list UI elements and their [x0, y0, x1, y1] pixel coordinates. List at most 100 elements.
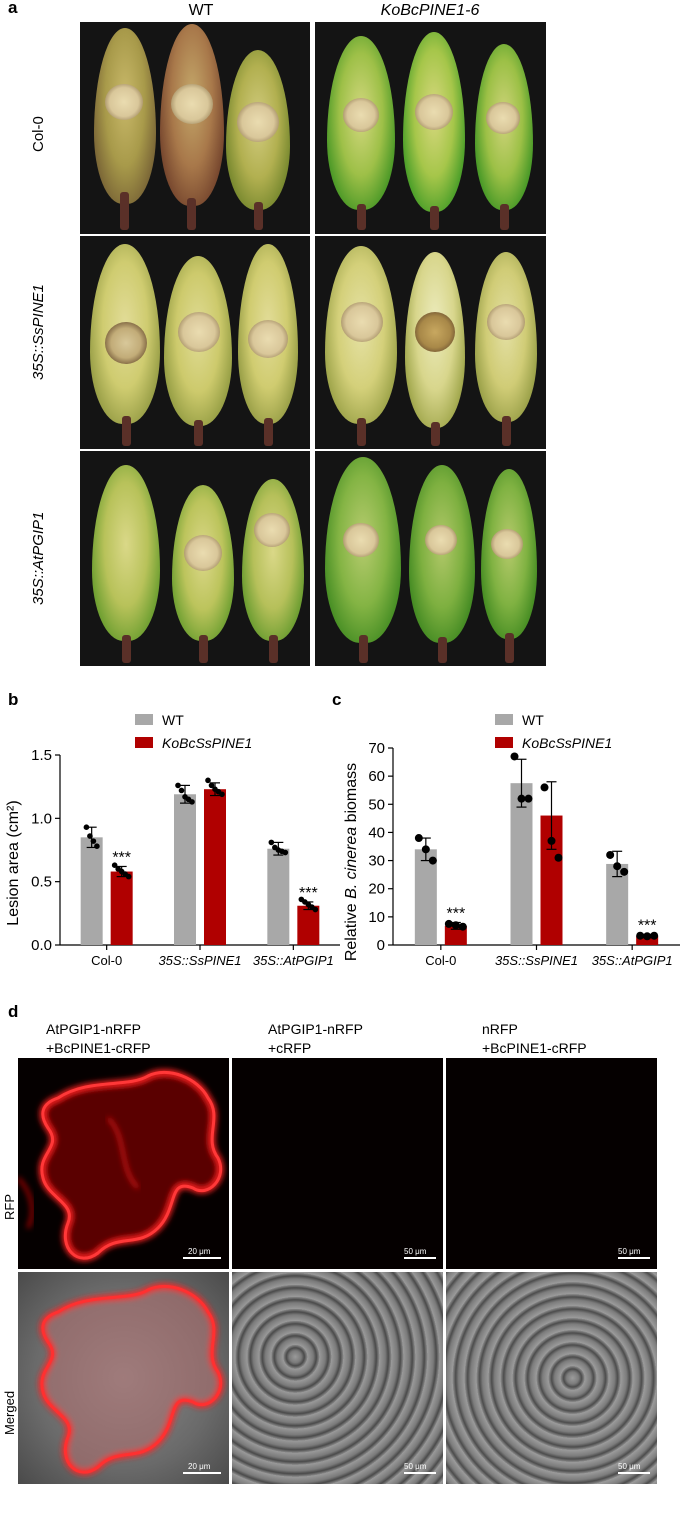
micrograph-merged-2: 50 μm — [232, 1272, 443, 1484]
panel-c-label: c — [332, 690, 342, 709]
data-point — [524, 794, 533, 803]
data-point — [90, 838, 97, 844]
leaf-photo-atpgip1-wt — [80, 451, 310, 666]
significance-label: *** — [446, 905, 465, 922]
micrograph-rfp-3: 50 μm — [446, 1058, 657, 1269]
data-point — [87, 833, 93, 839]
row-label-rfp: RFP — [2, 1194, 17, 1220]
legend-swatch-wt — [135, 714, 153, 725]
y-tick-label: 40 — [368, 824, 385, 841]
legend-label-ko: KoBcSsPINE1 — [162, 735, 252, 751]
data-point — [83, 824, 90, 830]
micrograph-rfp-2: 50 μm — [232, 1058, 443, 1269]
data-point — [451, 921, 460, 930]
x-tick-label: 35S::AtPGIP1 — [253, 953, 334, 968]
data-point — [510, 752, 519, 761]
leaf-photo-col0-wt — [80, 22, 310, 234]
legend-label-wt: WT — [162, 712, 184, 728]
x-tick-label: Col-0 — [91, 953, 122, 968]
y-tick-label: 10 — [368, 909, 385, 926]
data-point — [94, 843, 100, 849]
data-point — [189, 799, 195, 805]
micrograph-merged-3: 50 μm — [446, 1272, 657, 1484]
bar — [297, 905, 320, 945]
y-tick-label: 20 — [368, 881, 385, 898]
data-point — [458, 922, 467, 931]
bar — [267, 848, 290, 945]
leaf-photo-atpgip1-ko — [315, 451, 546, 666]
row-label-col0: Col-0 — [30, 116, 47, 152]
data-point — [517, 794, 526, 803]
col-header-kobcpine1: KoBcPINE1-6 — [380, 2, 480, 19]
y-tick-label: 1.5 — [31, 747, 52, 764]
data-point — [111, 862, 118, 868]
data-point — [643, 932, 652, 941]
chart-c: WT KoBcSsPINE1 0 10 20 30 40 50 60 70 Col-0 *** 35… — [343, 712, 680, 968]
y-tick-label: 0.5 — [31, 874, 52, 891]
bar — [174, 794, 196, 945]
bar — [540, 815, 563, 945]
x-tick-label: 35S::AtPGIP1 — [592, 953, 673, 968]
data-point — [444, 919, 453, 928]
y-tick-label: 1.0 — [31, 810, 52, 827]
leaf-photo-sspine1-wt — [80, 236, 310, 449]
data-point — [125, 873, 132, 880]
y-axis-label-c: Relative B. cinerea biomass — [343, 763, 360, 961]
data-point — [178, 787, 185, 794]
data-point — [312, 906, 319, 913]
x-tick-label: Col-0 — [425, 953, 456, 968]
y-tick-label: 60 — [368, 768, 385, 785]
legend-b: WT KoBcSsPINE1 — [135, 712, 252, 751]
data-point — [268, 839, 275, 846]
y-tick-label: 50 — [368, 796, 385, 813]
x-tick-label: 35S::SsPINE1 — [495, 953, 578, 968]
significance-label: *** — [112, 849, 131, 866]
row-label-atpgip1: 35S::AtPGIP1 — [30, 511, 47, 605]
data-point — [650, 931, 659, 940]
y-tick-label: 70 — [368, 740, 385, 757]
data-point — [208, 782, 215, 789]
legend-swatch-ko — [495, 737, 513, 748]
legend-c: WT KoBcSsPINE1 — [495, 712, 612, 751]
legend-swatch-ko — [135, 737, 153, 748]
y-tick-label: 0.0 — [31, 937, 52, 954]
data-point — [219, 791, 225, 798]
panel-d-label: d — [8, 1002, 19, 1021]
col-label-1: AtPGIP1-nRFP +BcPINE1-cRFP — [46, 1021, 151, 1056]
legend-swatch-wt — [495, 714, 513, 725]
bar — [636, 935, 659, 945]
data-point — [205, 777, 211, 784]
bar — [444, 925, 467, 945]
data-point — [636, 931, 645, 940]
bar — [510, 783, 533, 945]
bar — [606, 863, 629, 945]
bar — [80, 837, 103, 945]
data-point — [606, 850, 615, 859]
legend-label-ko: KoBcSsPINE1 — [522, 735, 612, 751]
data-point — [540, 783, 549, 792]
micrograph-merged-1: 20 μm — [18, 1272, 229, 1484]
data-point — [547, 836, 556, 845]
micrograph-rfp-1: 20 μm — [18, 1058, 229, 1269]
data-point — [421, 845, 430, 854]
panel-a-label: a — [8, 0, 18, 17]
data-point — [554, 853, 563, 862]
col-label-2: AtPGIP1-nRFP +cRFP — [268, 1021, 363, 1056]
x-tick-label: 35S::SsPINE1 — [158, 953, 241, 968]
legend-label-wt: WT — [522, 712, 544, 728]
data-point — [613, 862, 622, 871]
data-point — [428, 856, 437, 865]
data-point — [414, 834, 423, 843]
panel-b-label: b — [8, 690, 19, 709]
row-label-sspine1: 35S::SsPINE1 — [30, 284, 47, 380]
leaf-photo-sspine1-ko — [315, 236, 546, 449]
col-header-wt: WT — [188, 2, 214, 19]
data-point — [175, 782, 181, 789]
bar — [110, 871, 133, 945]
data-point — [620, 867, 629, 876]
leaf-photo-col0-ko — [315, 22, 546, 234]
bar — [204, 789, 226, 945]
bar — [414, 849, 437, 945]
